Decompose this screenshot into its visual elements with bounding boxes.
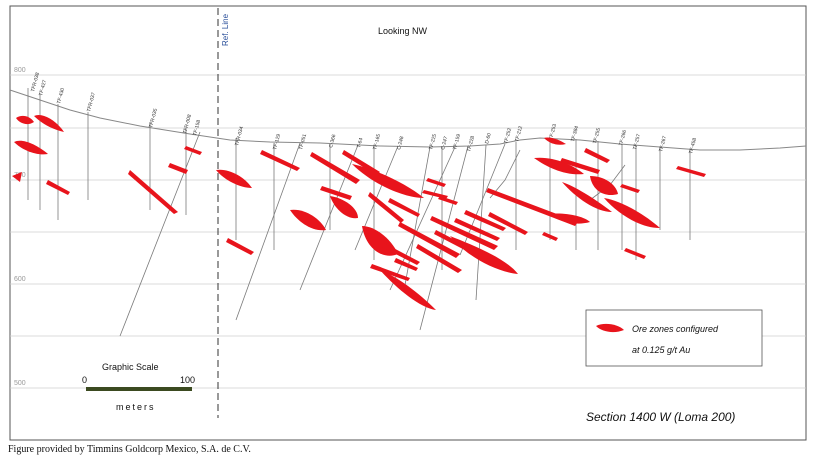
drillhole-label: TF-129 bbox=[272, 133, 282, 150]
drillhole-label: TF-158 bbox=[192, 119, 202, 136]
drillhole-label: TF-430 bbox=[56, 87, 66, 104]
drillhole-label: C-248 bbox=[396, 136, 405, 151]
graphic-scale-unit: meters bbox=[116, 402, 156, 412]
drillhole-label: TFR-034 bbox=[234, 126, 245, 147]
graphic-scale: Graphic Scale 0 100 meters bbox=[82, 362, 195, 412]
legend-line-1: Ore zones configured bbox=[632, 324, 719, 334]
ore-zones bbox=[12, 114, 706, 310]
view-direction-label: Looking NW bbox=[378, 26, 428, 36]
drillhole-label: D-60 bbox=[484, 132, 493, 144]
drillhole-label: TFR-008 bbox=[182, 114, 193, 135]
drillhole-label: TFR-038 bbox=[30, 72, 41, 93]
graphic-scale-bar bbox=[86, 387, 192, 391]
drillhole-traces bbox=[27, 88, 691, 337]
figure-caption: Figure provided by Timmins Goldcorp Mexi… bbox=[8, 444, 251, 455]
drillhole-label: TF-212 bbox=[514, 125, 524, 142]
graphic-scale-end: 100 bbox=[180, 375, 195, 385]
drillhole-label: TF-257 bbox=[632, 133, 642, 150]
drillhole-labels: TFR-038 TF-427 TF-430 TFR-037 TFR-035 TF… bbox=[30, 72, 698, 155]
figure-frame bbox=[9, 5, 807, 441]
drillhole-label: TF-255 bbox=[592, 127, 602, 144]
drillhole-label: TF-051 bbox=[298, 133, 308, 150]
section-title: Section 1400 W (Loma 200) bbox=[586, 410, 735, 424]
elevation-label: 800 bbox=[14, 67, 26, 74]
drillhole-label: TF-458 bbox=[688, 137, 698, 154]
ore-zone-swatch bbox=[596, 323, 624, 333]
drillhole-label: TFR-037 bbox=[86, 92, 97, 113]
topography-line bbox=[9, 89, 807, 151]
drillhole-label: TF-384 bbox=[570, 125, 580, 142]
legend-box: Ore zones configured at 0.125 g/t Au bbox=[585, 309, 763, 367]
drillhole-label: TF-267 bbox=[658, 135, 668, 152]
ref-line-label: Ref. Line bbox=[221, 13, 230, 46]
drillhole-label: TF-266 bbox=[618, 129, 628, 146]
drillhole-label: TF-427 bbox=[38, 79, 48, 96]
drillhole-label: C-366 bbox=[328, 134, 337, 149]
legend-line-2: at 0.125 g/t Au bbox=[632, 345, 690, 355]
elevation-label: 500 bbox=[14, 380, 26, 387]
drillhole-label: TF-253 bbox=[548, 123, 558, 140]
drillhole-label: T-64 bbox=[356, 137, 364, 148]
drillhole-label: C-247 bbox=[440, 136, 449, 151]
drillhole-label: TF-228 bbox=[466, 135, 476, 152]
graphic-scale-start: 0 bbox=[82, 375, 87, 385]
drillhole-label: TFR-035 bbox=[148, 108, 159, 129]
drillhole-label: TF-159 bbox=[452, 133, 462, 150]
drillhole-label: TF-252 bbox=[503, 127, 513, 144]
elevation-label: 600 bbox=[14, 276, 26, 283]
drillhole-label: TF-165 bbox=[372, 133, 382, 150]
drillhole-label: TF-225 bbox=[428, 133, 438, 150]
graphic-scale-title: Graphic Scale bbox=[102, 362, 159, 372]
